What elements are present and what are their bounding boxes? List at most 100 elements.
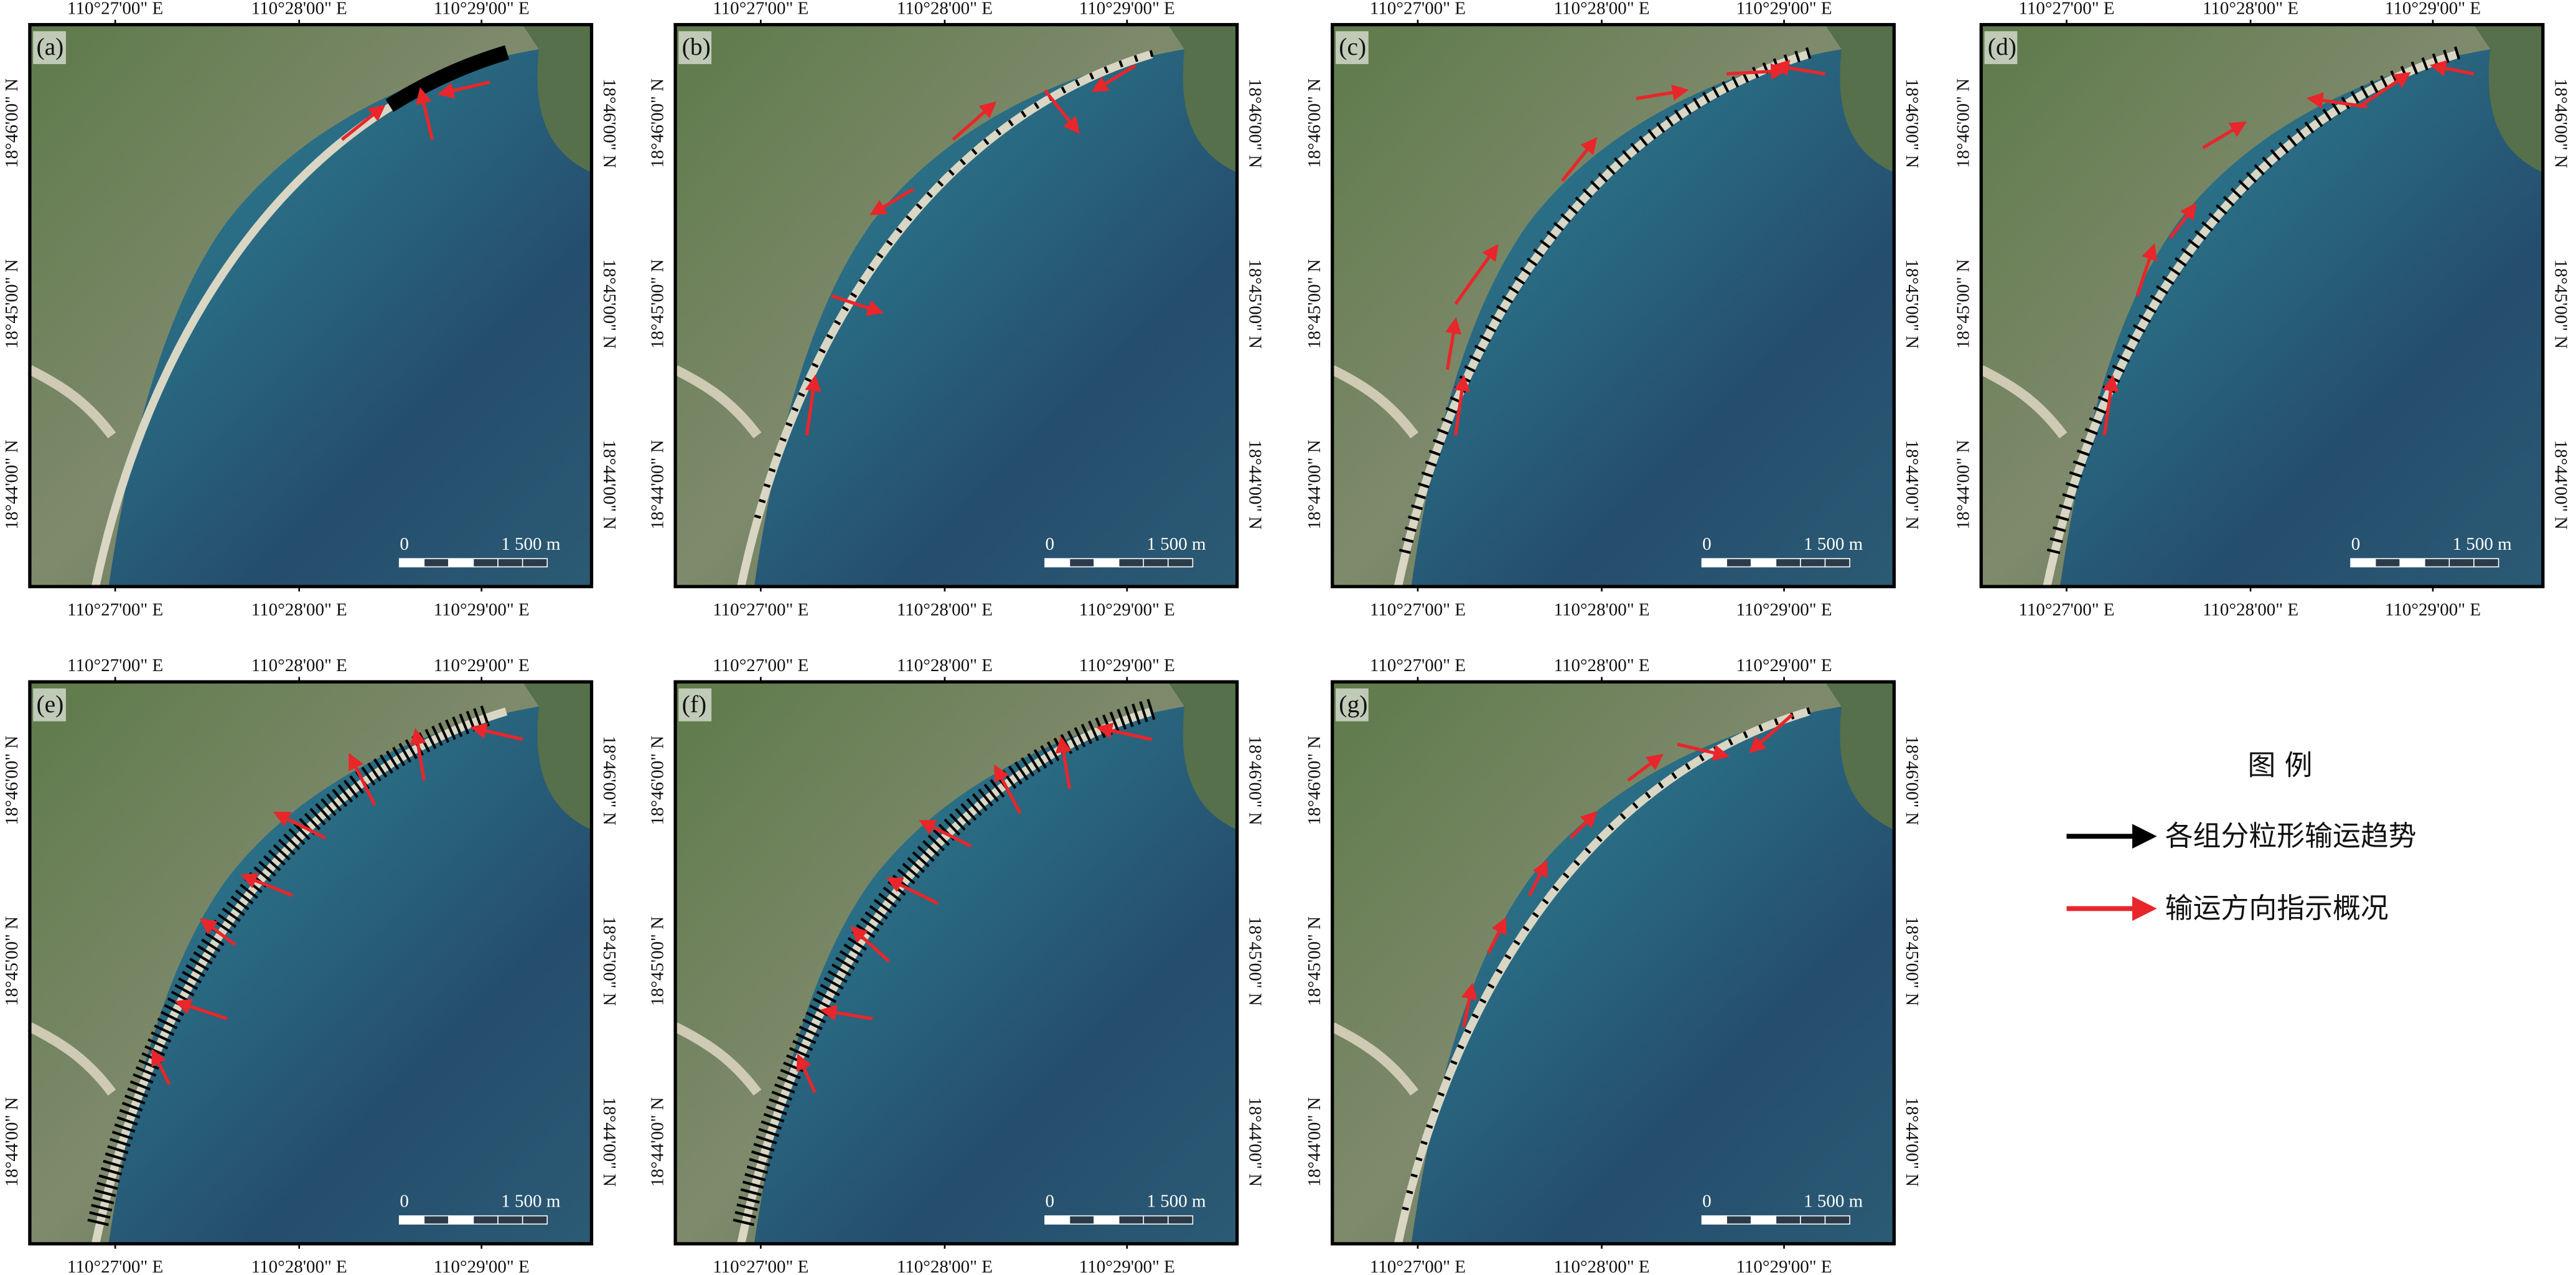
transport-trend — [95, 1189, 116, 1197]
scale-length: 1 500 m — [2453, 534, 2513, 554]
transport-trend — [1040, 745, 1054, 765]
transport-trend — [1496, 968, 1503, 974]
transport-direction — [2358, 72, 2411, 108]
transport-trend — [1542, 898, 1549, 905]
transport-trend — [138, 1059, 159, 1070]
y-coordinate-label: 18°45'00" N — [2551, 259, 2571, 349]
transport-trend — [288, 828, 306, 845]
panel-label: (g) — [1339, 690, 1367, 718]
transport-trend — [906, 215, 912, 222]
x-coordinate-label: 110°29'00" E — [1079, 0, 1175, 18]
transport-trend — [753, 1142, 775, 1152]
transport-trend — [1437, 1091, 1445, 1097]
transport-direction — [349, 753, 377, 806]
transport-trend — [2230, 187, 2242, 199]
transport-trend — [1639, 135, 1648, 146]
transport-direction — [1445, 317, 1462, 370]
transport-trend — [467, 57, 475, 72]
transport-direction — [1773, 60, 1825, 77]
scale-zero: 0 — [1046, 534, 1055, 554]
transport-trend — [916, 203, 923, 210]
transport-trend — [127, 1087, 148, 1098]
transport-trend — [439, 68, 449, 84]
transport-trend — [1553, 222, 1564, 232]
transport-trend — [2138, 314, 2152, 323]
y-coordinate-label: 18°46'00" N — [2, 78, 22, 168]
transport-trend — [387, 96, 398, 111]
transport-trend — [858, 278, 866, 285]
transport-trend — [771, 1091, 793, 1101]
transport-trend — [2238, 179, 2250, 191]
scale-segment — [1143, 1215, 1169, 1225]
transport-direction — [240, 873, 294, 897]
scale-segment — [398, 558, 425, 568]
transport-trend — [795, 1032, 817, 1045]
transport-trend — [2084, 428, 2098, 435]
scale-zero: 0 — [1702, 534, 1712, 554]
transport-trend — [1692, 97, 1701, 109]
transport-trend — [2370, 80, 2379, 93]
x-coordinate-label: 110°29'00" E — [1736, 656, 1832, 675]
transport-trend — [2188, 238, 2200, 249]
transport-trend — [367, 762, 382, 782]
transport-trend — [860, 918, 880, 932]
y-coordinate-label: 18°44'00" N — [599, 1097, 619, 1187]
map-panel: (f) 110°27'00" E 110°27'00" E 110°28'00" E 1… — [647, 656, 1265, 1275]
y-coordinate-label: 18°44'00" N — [2551, 440, 2571, 530]
transport-trend — [111, 1131, 133, 1140]
x-coordinate-label: 110°28'00" E — [251, 1257, 347, 1275]
transport-direction — [952, 101, 997, 141]
transport-trend — [326, 793, 342, 812]
y-coordinate-label: 18°46'00" N — [647, 78, 667, 168]
transport-trend — [1139, 701, 1148, 723]
transport-trend — [1061, 86, 1067, 94]
y-coordinate-label: 18°45'00" N — [2, 259, 22, 349]
transport-trend — [833, 319, 841, 326]
transport-trend — [2322, 108, 2332, 121]
transport-trend — [389, 95, 400, 110]
land-east — [1168, 24, 1237, 173]
scale-segment — [1824, 1215, 1850, 1225]
transport-trend — [343, 779, 359, 799]
transport-trend — [763, 483, 771, 488]
y-coordinate-label: 18°46'00" N — [2551, 78, 2571, 168]
transport-trend — [907, 857, 925, 873]
transport-trend — [2262, 156, 2273, 168]
inlet — [1330, 1022, 1419, 1096]
transport-trend — [1420, 1140, 1428, 1146]
y-coordinate-label: 18°44'00" N — [1304, 1097, 1324, 1187]
transport-direction — [796, 1053, 817, 1094]
y-coordinate-label: 18°46'00" N — [1304, 78, 1324, 168]
transport-trend — [751, 1150, 772, 1159]
transport-trend — [1027, 753, 1041, 773]
transport-trend — [1433, 439, 1445, 446]
scale-segment — [1168, 558, 1194, 568]
transport-trend — [477, 53, 485, 68]
scale-zero: 0 — [400, 534, 409, 554]
transport-trend — [850, 292, 858, 298]
x-coordinate-label: 110°29'00" E — [2385, 0, 2481, 18]
transport-trend — [1402, 537, 1414, 543]
transport-trend — [2215, 204, 2227, 215]
transport-trend — [443, 67, 452, 82]
panel-label-bg — [678, 688, 712, 722]
transport-trend — [1431, 1108, 1439, 1113]
scale-segment — [1750, 1215, 1777, 1225]
transport-trend — [121, 1101, 143, 1112]
scale-length: 1 500 m — [1146, 1192, 1206, 1211]
scale-segment — [1044, 1215, 1070, 1225]
transport-trend — [2132, 324, 2146, 333]
transport-trend — [2081, 438, 2094, 446]
transport-trend — [114, 1123, 136, 1133]
x-coordinate-label: 110°27'00" E — [713, 600, 808, 619]
transport-trend — [373, 758, 388, 778]
x-coordinate-label: 110°29'00" E — [1079, 1257, 1175, 1275]
transport-trend — [1608, 824, 1614, 831]
transport-direction — [1528, 859, 1548, 896]
transport-trend — [1552, 885, 1559, 892]
scale-segment — [2473, 558, 2499, 568]
transport-trend — [746, 1165, 768, 1174]
transport-trend — [2076, 449, 2091, 457]
x-coordinate-label: 110°28'00" E — [251, 0, 347, 18]
transport-trend — [2122, 344, 2135, 353]
